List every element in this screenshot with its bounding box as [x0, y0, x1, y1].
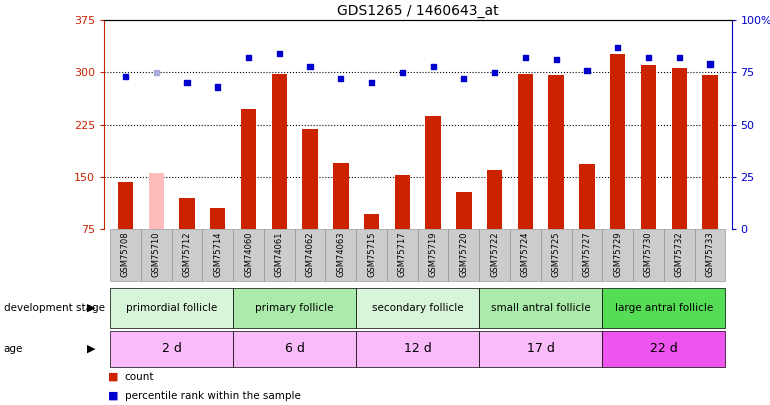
- Bar: [610, 53, 625, 229]
- Text: 6 d: 6 d: [285, 342, 305, 355]
- Bar: [510, 229, 541, 281]
- Point: [243, 55, 255, 61]
- Title: GDS1265 / 1460643_at: GDS1265 / 1460643_at: [337, 4, 498, 18]
- Bar: [172, 229, 203, 281]
- Bar: [479, 229, 510, 281]
- Text: 22 d: 22 d: [650, 342, 678, 355]
- Point: [704, 61, 716, 67]
- Point: [642, 55, 654, 61]
- Bar: [387, 229, 417, 281]
- Text: percentile rank within the sample: percentile rank within the sample: [125, 391, 300, 401]
- Text: GSM75714: GSM75714: [213, 231, 223, 277]
- Bar: [417, 229, 448, 281]
- Bar: [364, 214, 380, 229]
- Point: [366, 79, 378, 86]
- Point: [550, 57, 562, 63]
- Bar: [395, 175, 410, 229]
- Text: GSM75729: GSM75729: [613, 231, 622, 277]
- Point: [273, 50, 286, 57]
- Bar: [179, 198, 195, 229]
- Point: [457, 75, 470, 82]
- Bar: [579, 164, 594, 229]
- Text: GSM75730: GSM75730: [644, 231, 653, 277]
- Point: [335, 75, 347, 82]
- Text: secondary follicle: secondary follicle: [372, 303, 464, 313]
- Point: [181, 79, 193, 86]
- Text: GSM75722: GSM75722: [490, 231, 499, 277]
- Bar: [456, 192, 471, 229]
- Text: GSM74063: GSM74063: [336, 231, 345, 277]
- Bar: [671, 68, 687, 229]
- Bar: [141, 229, 172, 281]
- Text: count: count: [125, 372, 154, 382]
- Point: [488, 69, 500, 76]
- Point: [673, 55, 685, 61]
- Bar: [110, 229, 141, 281]
- Bar: [641, 66, 656, 229]
- Text: 17 d: 17 d: [527, 342, 554, 355]
- Text: primary follicle: primary follicle: [256, 303, 334, 313]
- Bar: [295, 229, 326, 281]
- Text: GSM74061: GSM74061: [275, 231, 284, 277]
- Text: age: age: [4, 344, 23, 354]
- Text: GSM74062: GSM74062: [306, 231, 315, 277]
- Bar: [487, 170, 502, 229]
- Bar: [357, 229, 387, 281]
- Bar: [695, 229, 725, 281]
- Text: GSM75733: GSM75733: [705, 231, 715, 277]
- Point: [397, 69, 409, 76]
- Bar: [210, 208, 226, 229]
- Point: [150, 69, 162, 76]
- Text: ■: ■: [108, 372, 119, 382]
- Point: [581, 67, 593, 74]
- Bar: [517, 75, 533, 229]
- Bar: [448, 229, 479, 281]
- Text: large antral follicle: large antral follicle: [614, 303, 713, 313]
- Text: GSM75708: GSM75708: [121, 231, 130, 277]
- Point: [611, 44, 624, 51]
- Bar: [541, 229, 571, 281]
- Text: GSM75715: GSM75715: [367, 231, 376, 277]
- Text: GSM75719: GSM75719: [429, 231, 437, 277]
- Bar: [326, 229, 357, 281]
- Point: [519, 55, 531, 61]
- Bar: [118, 181, 133, 229]
- Bar: [633, 229, 664, 281]
- Text: GSM75717: GSM75717: [398, 231, 407, 277]
- Text: GSM75727: GSM75727: [582, 231, 591, 277]
- Text: GSM75724: GSM75724: [521, 231, 530, 277]
- Bar: [571, 229, 602, 281]
- Bar: [425, 116, 440, 229]
- Text: 12 d: 12 d: [403, 342, 432, 355]
- Text: GSM75732: GSM75732: [675, 231, 684, 277]
- Bar: [241, 109, 256, 229]
- Bar: [702, 75, 718, 229]
- Bar: [664, 229, 695, 281]
- Bar: [233, 229, 264, 281]
- Bar: [303, 130, 318, 229]
- Bar: [149, 173, 164, 229]
- Text: small antral follicle: small antral follicle: [491, 303, 591, 313]
- Bar: [602, 229, 633, 281]
- Text: GSM75720: GSM75720: [460, 231, 468, 277]
- Bar: [264, 229, 295, 281]
- Bar: [548, 75, 564, 229]
- Text: primordial follicle: primordial follicle: [126, 303, 217, 313]
- Text: 2 d: 2 d: [162, 342, 182, 355]
- Text: GSM75710: GSM75710: [152, 231, 161, 277]
- Text: GSM75725: GSM75725: [551, 231, 561, 277]
- Text: GSM75712: GSM75712: [182, 231, 192, 277]
- Text: ■: ■: [108, 391, 119, 401]
- Bar: [203, 229, 233, 281]
- Bar: [333, 163, 349, 229]
- Text: ▶: ▶: [86, 303, 95, 313]
- Text: ▶: ▶: [86, 344, 95, 354]
- Text: GSM74060: GSM74060: [244, 231, 253, 277]
- Bar: [272, 74, 287, 229]
- Point: [304, 63, 316, 69]
- Point: [119, 73, 132, 80]
- Point: [212, 84, 224, 90]
- Point: [427, 63, 439, 69]
- Text: development stage: development stage: [4, 303, 105, 313]
